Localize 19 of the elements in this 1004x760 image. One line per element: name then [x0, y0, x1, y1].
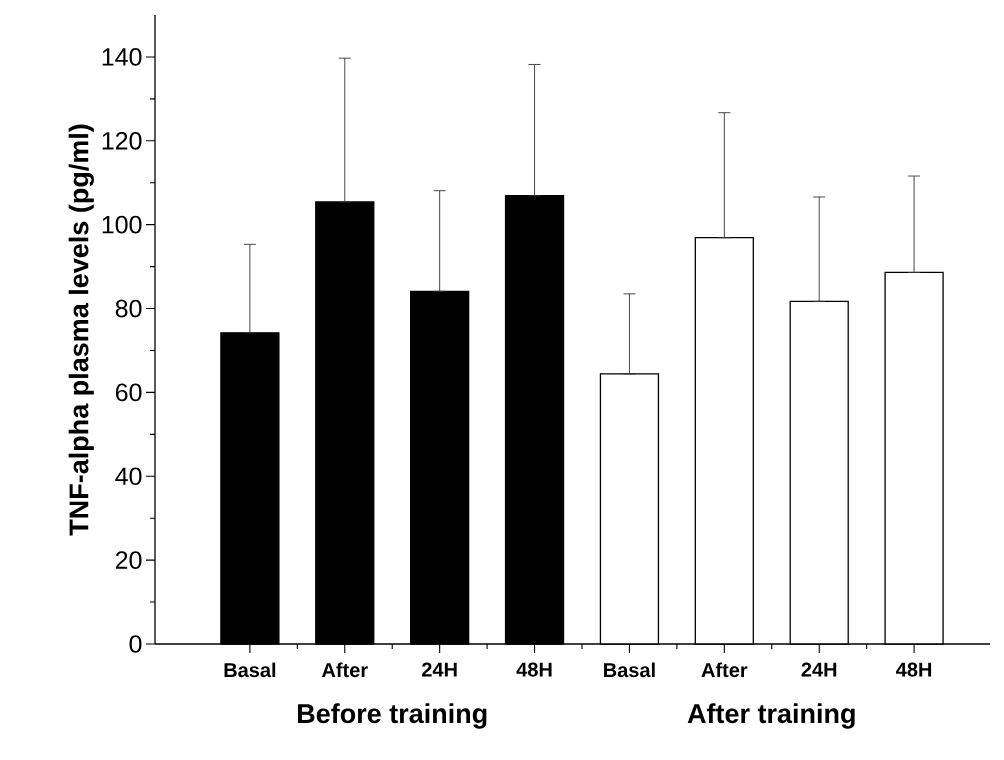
- y-tick-label: 40: [115, 467, 142, 486]
- x-tick-label: After: [701, 662, 748, 678]
- y-tick-label: 140: [102, 48, 142, 66]
- text: After training: [687, 703, 855, 729]
- y-axis-title: TNF-alpha plasma levels (pg/ml): [68, 124, 94, 536]
- text: Before training: [298, 703, 487, 729]
- y-tick-label: 0: [129, 635, 142, 653]
- x-tick-label: 48H: [516, 662, 552, 677]
- x-tick-label: Basal: [604, 662, 655, 678]
- y-tick-label: 100: [102, 215, 142, 234]
- x-tick-label: 24H: [422, 662, 457, 677]
- x-tick-label: After: [321, 662, 368, 678]
- y-tick-label: 60: [115, 383, 142, 402]
- x-tick-label: 48H: [896, 662, 932, 677]
- y-tick-label: 120: [102, 131, 142, 150]
- y-tick-label: 80: [115, 299, 142, 318]
- y-tick-label: 20: [115, 551, 142, 569]
- x-tick-label: 24H: [801, 662, 837, 677]
- x-tick-label: Basal: [224, 662, 276, 678]
